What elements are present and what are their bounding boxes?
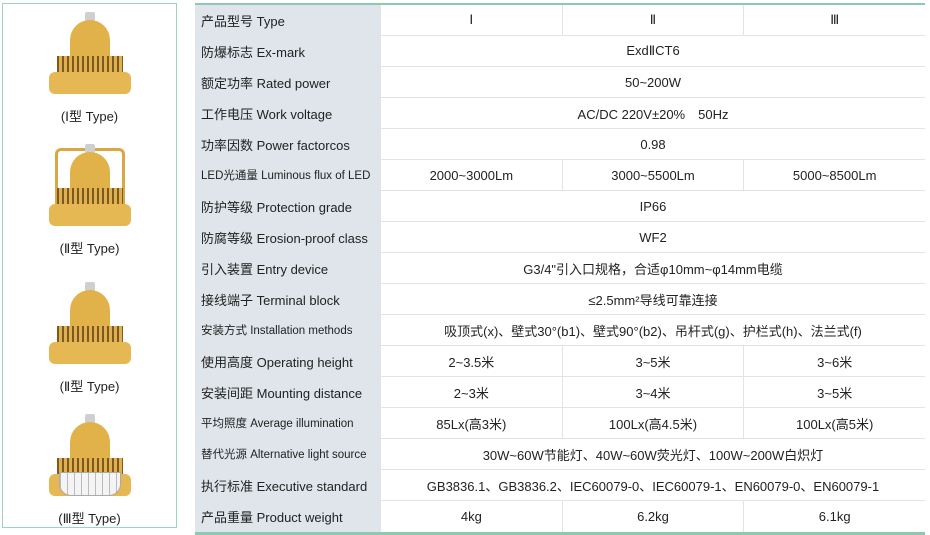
row-label: 安装方式 Installation methods xyxy=(195,315,380,345)
table-cell: 100Lx(高5米) xyxy=(743,408,925,438)
table-cell: 2000~3000Lm xyxy=(380,160,562,190)
table-cell: 6.1kg xyxy=(743,501,925,532)
lamp-type-2-icon xyxy=(45,282,135,372)
table-cell: 85Lx(高3米) xyxy=(380,408,562,438)
table-cell: 4kg xyxy=(380,501,562,532)
product-caption: (Ⅲ型 Type) xyxy=(58,511,121,526)
row-label: 产品型号 Type xyxy=(195,5,380,35)
table-cell: G3/4"引入口规格，合适φ10mm~φ14mm电缆 xyxy=(380,253,925,283)
table-row: 安装间距 Mounting distance 2~3米 3~4米 3~5米 xyxy=(195,377,925,408)
table-cell: ExdⅡCT6 xyxy=(380,36,925,66)
table-cell: 5000~8500Lm xyxy=(743,160,925,190)
lamp-type-3-guard-icon xyxy=(45,414,135,504)
table-cell: 3~6米 xyxy=(743,346,925,376)
table-cell: AC/DC 220V±20% 50Hz xyxy=(380,98,925,128)
table-row: 防爆标志 Ex-mark ExdⅡCT6 xyxy=(195,36,925,67)
table-row: LED光通量 Luminous flux of LED 2000~3000Lm 30… xyxy=(195,160,925,191)
product-item: (Ⅰ型 Type) xyxy=(3,12,176,125)
table-row: 产品重量 Product weight 4kg 6.2kg 6.1kg xyxy=(195,501,925,532)
table-cell: 2~3米 xyxy=(380,377,562,407)
product-caption: (Ⅱ型 Type) xyxy=(59,379,120,394)
row-label: 防爆标志 Ex-mark xyxy=(195,36,380,66)
table-row: 防腐等级 Erosion-proof class WF2 xyxy=(195,222,925,253)
lamp-type-2-frame-icon xyxy=(45,144,135,234)
row-label: LED光通量 Luminous flux of LED xyxy=(195,160,380,190)
table-cell: Ⅲ xyxy=(743,5,925,35)
table-row: 工作电压 Work voltage AC/DC 220V±20% 50Hz xyxy=(195,98,925,129)
row-label: 产品重量 Product weight xyxy=(195,501,380,532)
row-label: 安装间距 Mounting distance xyxy=(195,377,380,407)
table-row: 安装方式 Installation methods 吸顶式(x)、壁式30°(b1… xyxy=(195,315,925,346)
table-cell: Ⅰ xyxy=(380,5,562,35)
row-label: 平均照度 Average illumination xyxy=(195,408,380,438)
row-label: 工作电压 Work voltage xyxy=(195,98,380,128)
table-row: 使用高度 Operating height 2~3.5米 3~5米 3~6米 xyxy=(195,346,925,377)
table-cell: 3~5米 xyxy=(743,377,925,407)
table-cell: Ⅱ xyxy=(561,5,744,35)
table-row: 产品型号 Type Ⅰ Ⅱ Ⅲ xyxy=(195,5,925,36)
row-label: 防护等级 Protection grade xyxy=(195,191,380,221)
spec-table: 产品型号 Type Ⅰ Ⅱ Ⅲ 防爆标志 Ex-mark ExdⅡCT6 额定功率 Rate… xyxy=(195,3,925,535)
table-row: 防护等级 Protection grade IP66 xyxy=(195,191,925,222)
table-row: 平均照度 Average illumination 85Lx(高3米) 100Lx(… xyxy=(195,408,925,439)
table-cell: 30W~60W节能灯、40W~60W荧光灯、100W~200W白炽灯 xyxy=(380,439,925,469)
table-row: 额定功率 Rated power 50~200W xyxy=(195,67,925,98)
product-caption: (Ⅱ型 Type) xyxy=(59,241,120,256)
row-label: 接线端子 Terminal block xyxy=(195,284,380,314)
row-label: 功率因数 Power factorcos xyxy=(195,129,380,159)
product-images-panel: (Ⅰ型 Type) (Ⅱ型 Type) (Ⅱ型 Type) (Ⅲ型 Type) xyxy=(2,3,177,528)
table-row: 替代光源 Alternative light source 30W~60W节能灯、… xyxy=(195,439,925,470)
table-row: 功率因数 Power factorcos 0.98 xyxy=(195,129,925,160)
row-label: 额定功率 Rated power xyxy=(195,67,380,97)
row-label: 执行标准 Executive standard xyxy=(195,470,380,500)
table-cell: ≤2.5mm²导线可靠连接 xyxy=(380,284,925,314)
row-label: 防腐等级 Erosion-proof class xyxy=(195,222,380,252)
table-cell: WF2 xyxy=(380,222,925,252)
product-item: (Ⅲ型 Type) xyxy=(3,414,176,527)
table-cell: 2~3.5米 xyxy=(380,346,562,376)
table-cell: 6.2kg xyxy=(561,501,744,532)
product-item: (Ⅱ型 Type) xyxy=(3,282,176,395)
table-cell: 吸顶式(x)、壁式30°(b1)、壁式90°(b2)、吊杆式(g)、护栏式(h)… xyxy=(380,315,925,345)
row-label: 使用高度 Operating height xyxy=(195,346,380,376)
table-cell: IP66 xyxy=(380,191,925,221)
product-item: (Ⅱ型 Type) xyxy=(3,144,176,257)
table-cell: 3~5米 xyxy=(561,346,744,376)
lamp-type-1-icon xyxy=(45,12,135,102)
table-cell: 100Lx(高4.5米) xyxy=(561,408,744,438)
table-cell: 50~200W xyxy=(380,67,925,97)
table-cell: 3000~5500Lm xyxy=(561,160,744,190)
row-label: 引入装置 Entry device xyxy=(195,253,380,283)
table-row: 执行标准 Executive standard GB3836.1、GB3836.2… xyxy=(195,470,925,501)
table-cell: 0.98 xyxy=(380,129,925,159)
table-cell: GB3836.1、GB3836.2、IEC60079-0、IEC60079-1、… xyxy=(380,470,925,500)
product-caption: (Ⅰ型 Type) xyxy=(60,109,119,124)
table-cell: 3~4米 xyxy=(561,377,744,407)
row-label: 替代光源 Alternative light source xyxy=(195,439,380,469)
table-row: 接线端子 Terminal block ≤2.5mm²导线可靠连接 xyxy=(195,284,925,315)
table-row: 引入装置 Entry device G3/4"引入口规格，合适φ10mm~φ14m… xyxy=(195,253,925,284)
